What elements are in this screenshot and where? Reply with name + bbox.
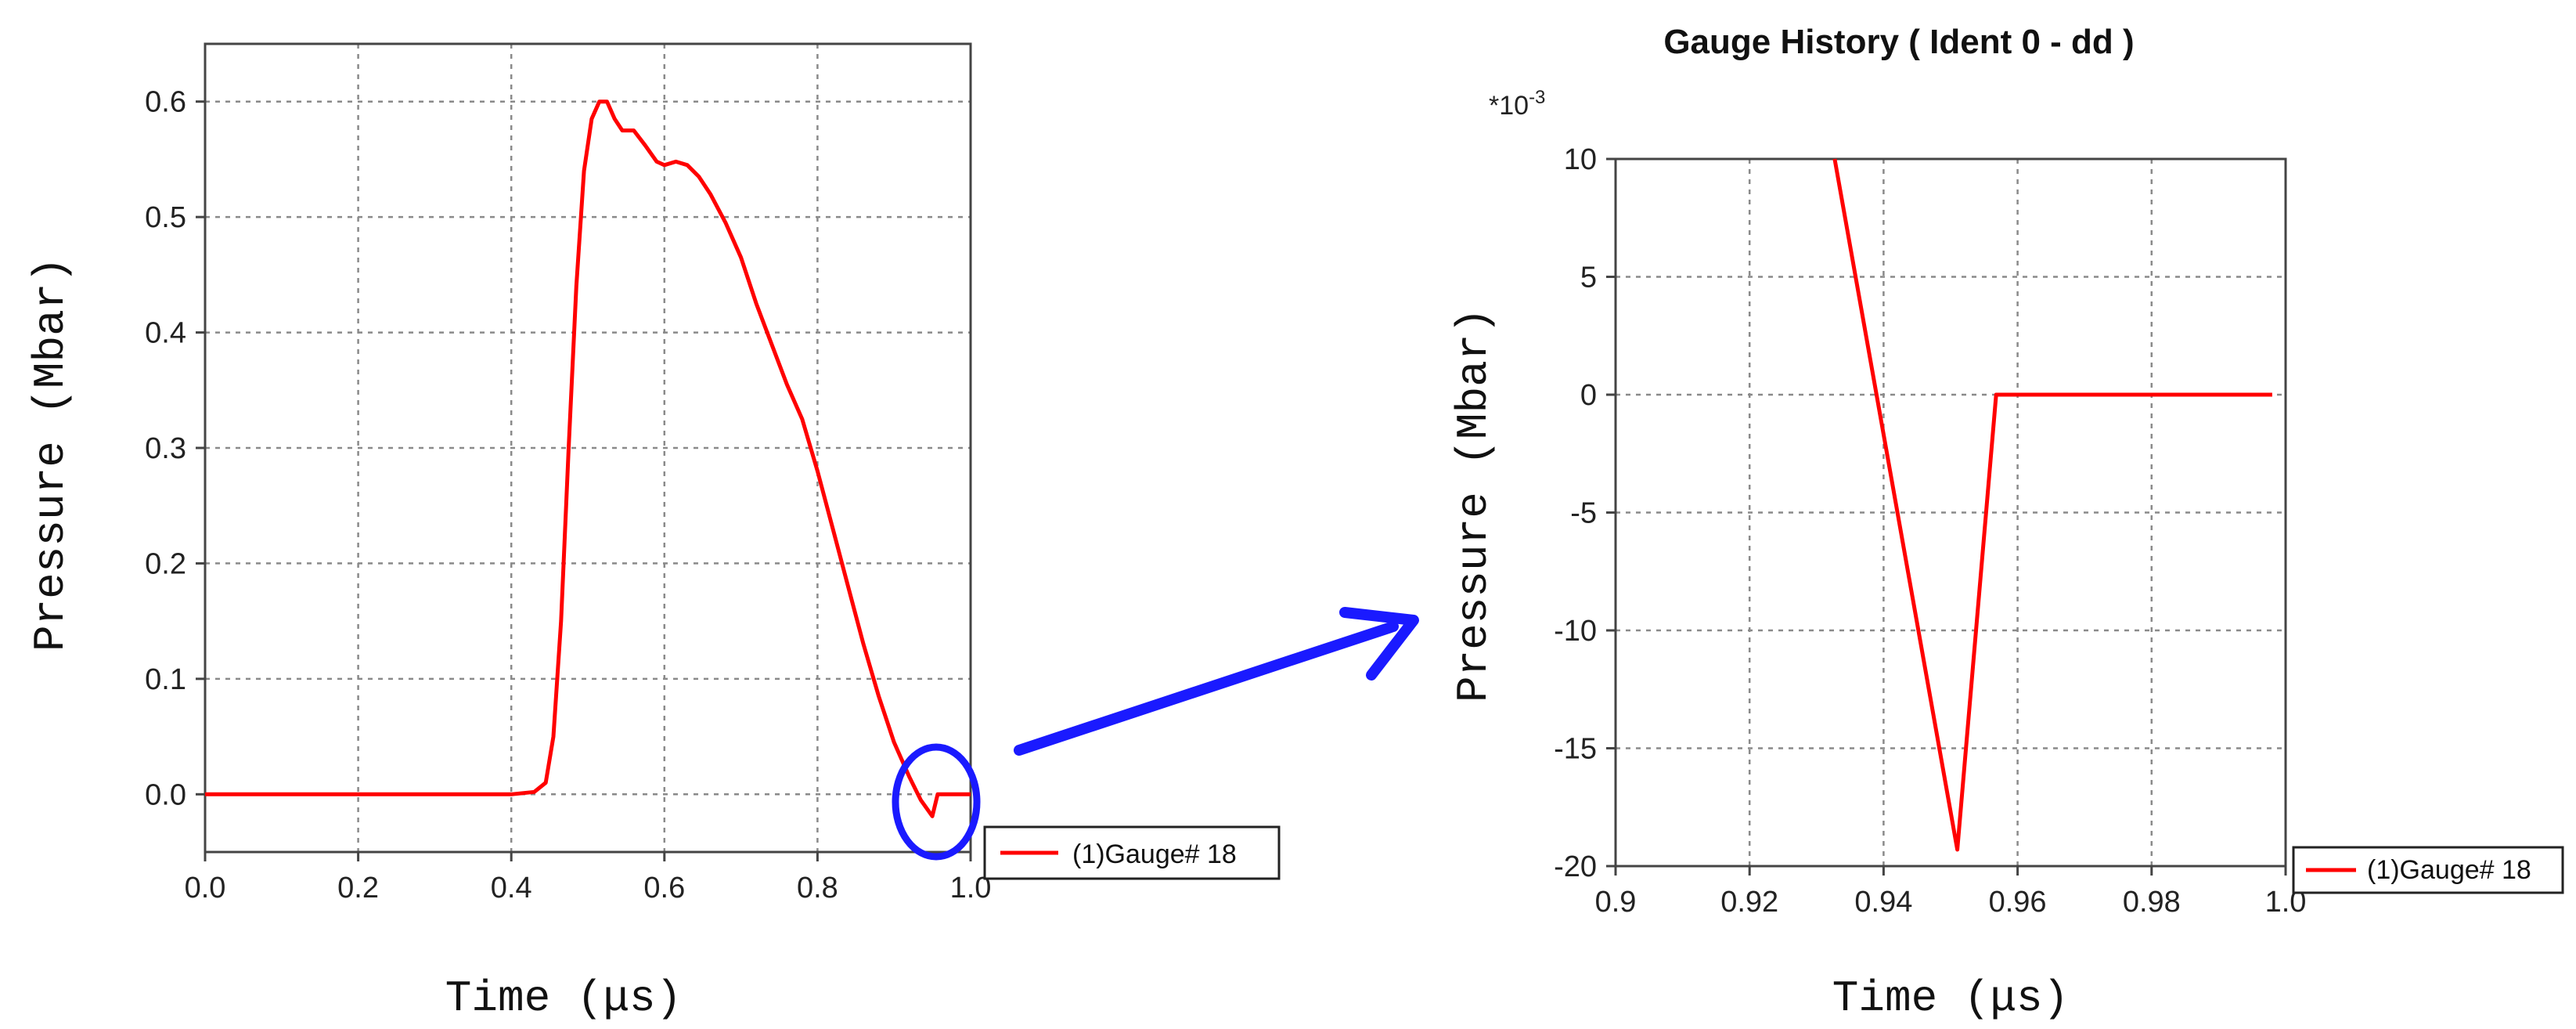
right-y-tick-labels: -20 -15 -10 -5 0 5 10: [1554, 143, 1616, 883]
right-y-tick-label: -20: [1554, 850, 1597, 883]
right-series-line: [1832, 158, 2272, 852]
left-y-tick-label: 0.4: [145, 317, 186, 350]
left-y-tick-label: 0.6: [145, 86, 186, 119]
left-y-tick-label: 0.1: [145, 663, 186, 696]
left-x-axis-label: Time (μs): [445, 973, 682, 1024]
left-y-tick-label: 0.5: [145, 201, 186, 234]
left-x-tick-label: 0.8: [797, 872, 838, 904]
right-legend-label: (1)Gauge# 18: [2367, 855, 2531, 885]
zoom-arrow: [1014, 607, 1419, 756]
right-x-tick-label: 0.98: [2123, 886, 2181, 919]
left-x-tick-label: 0.6: [643, 872, 685, 904]
left-legend: (1)Gauge# 18: [983, 825, 1281, 880]
right-x-tick-label: 0.92: [1720, 886, 1778, 919]
right-y-tick-label: -10: [1554, 615, 1597, 648]
right-y-scale-label: *10-3: [1489, 87, 1545, 121]
left-y-tick-labels: 0.0 0.1 0.2 0.3 0.4 0.5 0.6: [145, 86, 205, 811]
left-gridlines: [205, 44, 971, 852]
arrow-shaft: [1014, 621, 1399, 756]
right-chart: Gauge History ( Ident 0 - dd ) *10-3 0.9…: [1449, 23, 2564, 1024]
right-y-axis-label: Pressure (Mbar): [1449, 308, 1499, 702]
right-legend-box: [2292, 846, 2564, 894]
right-gridlines: [1616, 159, 2286, 866]
right-y-tick-label: -15: [1554, 733, 1597, 766]
left-x-tick-label: 0.2: [337, 872, 379, 904]
right-y-tick-label: 0: [1580, 379, 1597, 412]
right-y-tick-label: 5: [1580, 262, 1597, 294]
left-legend-label: (1)Gauge# 18: [1072, 839, 1237, 869]
left-series-line: [205, 99, 971, 818]
right-y-tick-label: 10: [1564, 143, 1597, 176]
right-y-tick-label: -5: [1570, 497, 1597, 530]
left-chart: 0.0 0.2 0.4 0.6 0.8 1.0 0.00.10.20.30.40.50.6…: [26, 42, 1281, 1024]
right-plot-frame: [1614, 157, 2287, 868]
left-y-tick-label: 0.0: [145, 778, 186, 811]
left-x-tick-labels: 0.0 0.2 0.4 0.6 0.8 1.0: [185, 852, 991, 904]
right-x-axis-label: Time (μs): [1832, 973, 2069, 1024]
right-legend: (1)Gauge# 18: [2292, 846, 2564, 894]
right-x-tick-labels: 0.9 0.92 0.94 0.96 0.98 1.0: [1595, 866, 2306, 919]
zoom-highlight-circle: [892, 743, 981, 861]
right-x-tick-label: 0.94: [1854, 886, 1912, 919]
right-chart-title: Gauge History ( Ident 0 - dd ): [1663, 23, 2134, 61]
right-x-tick-label: 0.96: [1989, 886, 2047, 919]
left-y-tick-label: 0.3: [145, 432, 186, 465]
left-x-tick-label: 0.4: [491, 872, 532, 904]
left-x-tick-label: 0.0: [185, 872, 226, 904]
arrow-head: [1339, 607, 1419, 681]
left-y-axis-label: Pressure (Mbar): [26, 257, 76, 652]
left-y-tick-label: 0.2: [145, 547, 186, 580]
right-x-tick-label: 0.9: [1595, 886, 1637, 919]
